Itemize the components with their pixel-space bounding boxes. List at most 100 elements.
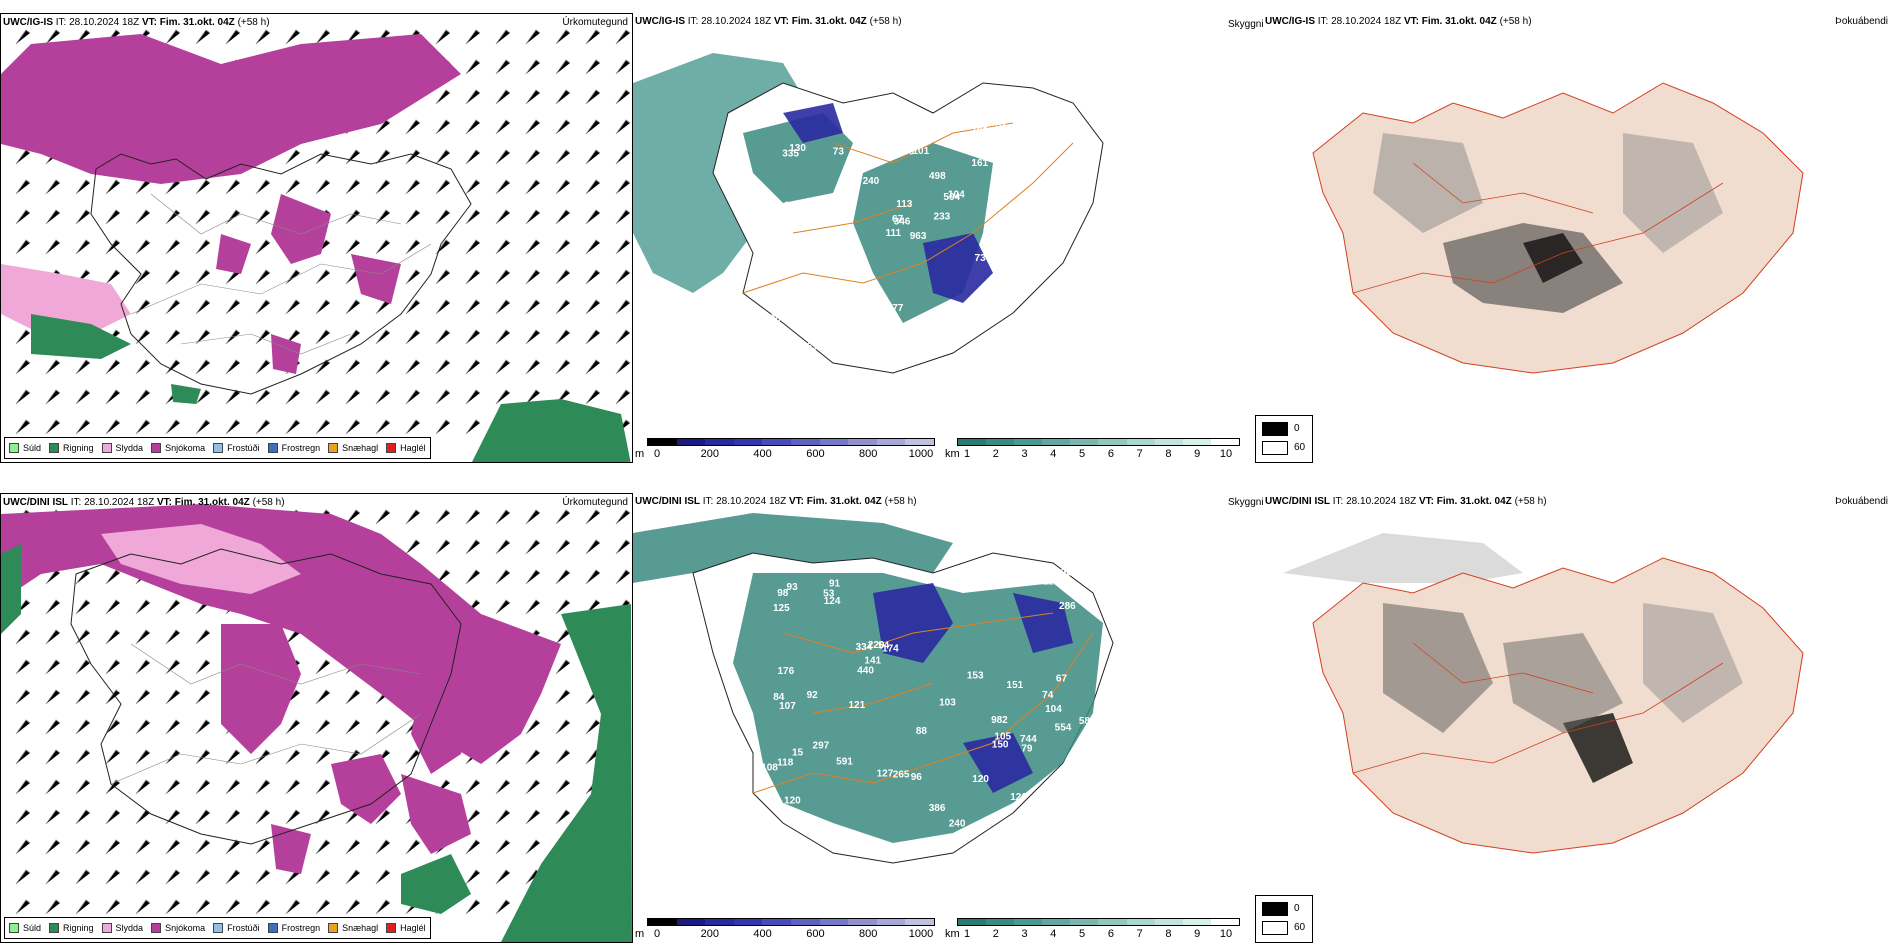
colorbar-segment [986,919,1015,925]
wind-barb [285,299,301,315]
fog-area [1443,223,1623,313]
wind-barb [525,119,541,135]
wind-barb [585,149,601,165]
ceiling-value: 188 [1068,169,1085,180]
river-network [1352,642,1724,774]
wind-barb [465,539,481,555]
wind-barb [165,329,181,345]
wind-barb [345,419,361,435]
fog-area [1283,533,1523,583]
wind-barb [405,179,421,195]
wind-barb [495,509,511,525]
wind-barb [405,209,421,225]
wind-barb [135,779,151,795]
wind-barb [345,839,361,855]
wind-barb [315,719,331,735]
wind-barb [525,239,541,255]
wind-barb [555,719,571,735]
legend-swatch [9,443,19,453]
wind-barb [465,329,481,345]
colorbar-tick-label: 7 [1136,448,1143,460]
wind-barb [615,59,631,75]
wind-barb [495,389,511,405]
wind-barb [45,209,61,225]
wind-barb [375,359,391,375]
wind-barb [495,59,511,75]
colorbar-tick-label: 4 [1050,928,1057,940]
wind-barb [495,869,511,885]
wind-barb [195,389,211,405]
wind-barb [615,359,631,375]
colorbar-tick-label: 2 [992,448,999,460]
fog-indicator-panel-bottom: UWC/DINI ISL IT: 28.10.2024 18Z VT: Fim.… [1255,493,1900,943]
panel-title: Þokuábendi [1835,16,1888,27]
ceiling-value: 233 [934,212,951,223]
wind-barb [525,269,541,285]
ceiling-value: 248 [1074,567,1091,578]
wind-barb [75,209,91,225]
wind-barb [75,719,91,735]
legend-item: Frostregn [267,923,320,933]
colorbar-segment [958,919,987,925]
fog-indicator-panel-top: UWC/IG-IS IT: 28.10.2024 18Z VT: Fim. 31… [1255,13,1900,463]
wind-barb [435,119,451,135]
wind-barb [105,749,121,765]
wind-barb [225,809,241,825]
wind-barb [405,839,421,855]
wind-barb [75,659,91,675]
wind-barb [45,359,61,375]
fog-area [1643,603,1743,723]
wind-barb [105,389,121,405]
snow-area [216,234,251,274]
wind-barb [315,329,331,345]
wind-barb [465,299,481,315]
ceiling-value: 93 [787,582,799,593]
ceiling-value: 73 [833,147,845,158]
ceiling-value: 15 [792,748,804,759]
wind-barb [435,179,451,195]
wind-barb [555,359,571,375]
wind-barb [585,269,601,285]
legend-swatch [101,443,112,453]
visibility-panel-bottom: UWC/DINI ISL IT: 28.10.2024 18Z VT: Fim.… [633,493,1264,943]
wind-barb [45,179,61,195]
wind-barb [615,119,631,135]
wind-barb [405,329,421,345]
colorbar-segment [733,919,763,925]
wind-barb [315,179,331,195]
ceiling-value-labels: 963 335 346 308 504 382 422 101 102 233 126 56 169 10… [759,98,1085,352]
wind-barb [435,509,451,525]
panel-header: UWC/DINI ISL IT: 28.10.2024 18Z VT: Fim.… [3,497,285,508]
wind-barb [315,659,331,675]
rain-area [1,544,21,634]
colorbar-tick-label: 0 [653,928,661,940]
wind-barb [525,569,541,585]
ceiling-value: 53 [823,589,835,600]
wind-barb [525,29,541,45]
wind-barb [315,869,331,885]
wind-barb [195,629,211,645]
wind-barb [615,299,631,315]
ceiling-value: 322 [1037,576,1054,587]
wind-barb [555,539,571,555]
ceiling-value: 251 [980,581,997,592]
wind-barb [15,419,31,435]
wind-barb [555,209,571,225]
fog-area [1383,603,1493,733]
road-network [110,643,422,785]
ceiling-value: 54 [878,640,890,651]
wind-barb [15,179,31,195]
wind-barb [375,209,391,225]
fog-low-label: 60 [1294,442,1306,453]
wind-barb [15,359,31,375]
wind-barb [315,389,331,405]
wind-barb [255,239,271,255]
legend-label: Snjókoma [165,443,206,453]
colorbar-tick-label: 400 [753,448,772,460]
wind-barb [525,209,541,225]
wind-barb [105,359,121,375]
wind-barb [165,269,181,285]
wind-barb [195,299,211,315]
wind-barb [405,269,421,285]
wind-barb [495,239,511,255]
